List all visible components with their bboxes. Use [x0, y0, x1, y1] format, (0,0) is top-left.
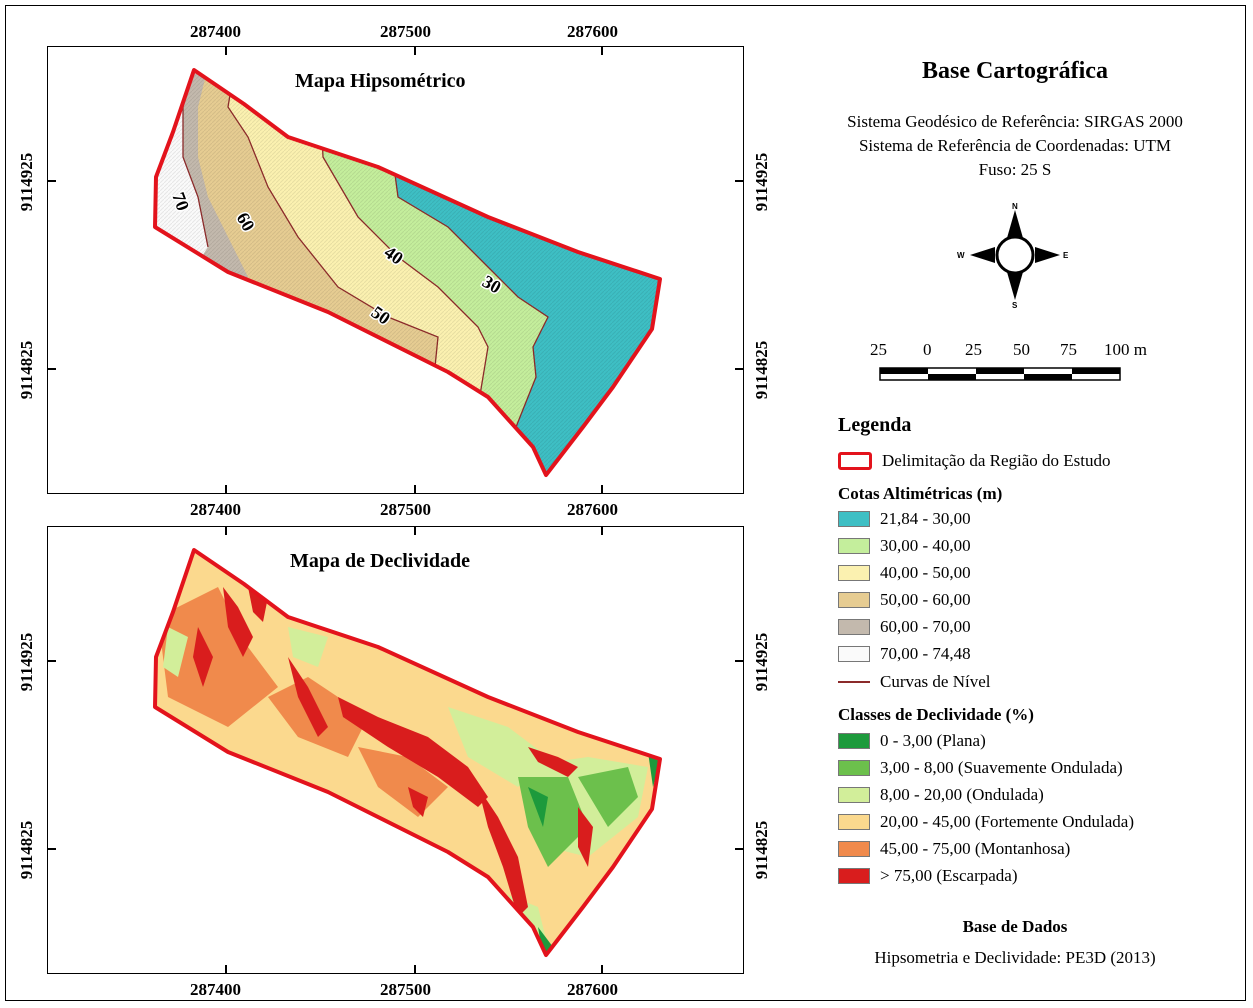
database-text: Hipsometria e Declividade: PE3D (2013)	[874, 948, 1156, 967]
top-xtick-bottom-3: 287600	[567, 500, 618, 519]
top-xtick-top-1: 287400	[190, 22, 241, 41]
contour-line-swatch	[838, 681, 870, 683]
top-xtick-bottom-1: 287400	[190, 500, 241, 519]
scale-label-0: 25	[870, 340, 887, 359]
cotas-item: 50,00 - 60,00	[838, 589, 971, 611]
bottom-xtick-1: 287400	[190, 980, 241, 999]
bottom-ytick-left-2: 9114825	[17, 820, 36, 880]
decl-item: 8,00 - 20,00 (Ondulada)	[838, 784, 1044, 806]
top-xtick-top-3: 287600	[567, 22, 618, 41]
decl-item: 3,00 - 8,00 (Suavemente Ondulada)	[838, 757, 1123, 779]
boundary-label: Delimitação da Região do Estudo	[882, 451, 1111, 470]
cotas-item: 30,00 - 40,00	[838, 535, 971, 557]
top-xtick-top-2: 287500	[380, 22, 431, 41]
decl-swatch	[838, 787, 870, 803]
compass-s: S	[1012, 301, 1018, 310]
cotas-swatch	[838, 619, 870, 635]
decl-title: Classes de Declividade (%)	[838, 705, 1034, 724]
bottom-xtick-2: 287500	[380, 980, 431, 999]
hypsometric-map-frame: 70 60 50 40 30	[47, 46, 744, 494]
cotas-swatch	[838, 511, 870, 527]
decl-swatch	[838, 733, 870, 749]
scale-label-2: 25	[965, 340, 982, 359]
bottom-ytick-right-2: 9114825	[752, 820, 771, 880]
bottom-xtick-3: 287600	[567, 980, 618, 999]
panel-title: Base Cartográfica	[922, 58, 1108, 84]
database-title: Base de Dados	[962, 917, 1068, 936]
decl-item: > 75,00 (Escarpada)	[838, 865, 1018, 887]
scale-label-5: 100 m	[1104, 340, 1147, 359]
decl-label: 20,00 - 45,00 (Fortemente Ondulada)	[880, 812, 1134, 831]
top-ytick-right-1: 9114925	[752, 152, 771, 212]
hypsometric-map: 70 60 50 40 30	[48, 47, 743, 493]
panel-crs-line2: Sistema de Referência de Coordenadas: UT…	[858, 136, 1172, 155]
cotas-swatch	[838, 646, 870, 662]
bottom-ytick-right-1: 9114925	[752, 632, 771, 692]
scale-label-1: 0	[923, 340, 932, 359]
decl-label: 0 - 3,00 (Plana)	[880, 731, 986, 750]
bottom-ytick-left-1: 9114925	[17, 632, 36, 692]
legend-contour: Curvas de Nível	[838, 671, 990, 693]
cotas-swatch	[838, 565, 870, 581]
top-ytick-right-2: 9114825	[752, 340, 771, 400]
decl-swatch	[838, 841, 870, 857]
legend-boundary: Delimitação da Região do Estudo	[838, 450, 1111, 472]
cotas-label: 30,00 - 40,00	[880, 536, 971, 555]
top-ytick-left-1: 9114925	[17, 152, 36, 212]
cotas-label: 40,00 - 50,00	[880, 563, 971, 582]
decl-item: 45,00 - 75,00 (Montanhosa)	[838, 838, 1070, 860]
top-xtick-bottom-2: 287500	[380, 500, 431, 519]
scale-bar	[879, 367, 1121, 381]
figure-border	[5, 5, 1246, 1001]
hypsometric-map-title: Mapa Hipsométrico	[295, 70, 466, 92]
cotas-label: 60,00 - 70,00	[880, 617, 971, 636]
cotas-item: 70,00 - 74,48	[838, 643, 971, 665]
decl-label: 45,00 - 75,00 (Montanhosa)	[880, 839, 1071, 858]
cotas-item: 40,00 - 50,00	[838, 562, 971, 584]
panel-crs-line1: Sistema Geodésico de Referência: SIRGAS …	[847, 112, 1183, 131]
top-ytick-left-2: 9114825	[17, 340, 36, 400]
decl-swatch	[838, 868, 870, 884]
compass-n: N	[1012, 202, 1018, 211]
decl-label: > 75,00 (Escarpada)	[880, 866, 1018, 885]
cotas-item: 21,84 - 30,00	[838, 508, 971, 530]
decl-swatch	[838, 760, 870, 776]
cotas-title: Cotas Altimétricas (m)	[838, 484, 1003, 503]
compass-w: W	[957, 251, 965, 260]
slope-map	[48, 527, 743, 973]
panel-crs-line3: Fuso: 25 S	[978, 160, 1052, 179]
scale-label-3: 50	[1013, 340, 1030, 359]
cotas-swatch	[838, 592, 870, 608]
decl-item: 0 - 3,00 (Plana)	[838, 730, 986, 752]
cotas-label: 21,84 - 30,00	[880, 509, 971, 528]
slope-map-frame	[47, 526, 744, 974]
compass-rose-icon: N S W E	[957, 202, 1069, 310]
decl-item: 20,00 - 45,00 (Fortemente Ondulada)	[838, 811, 1134, 833]
cotas-label: 70,00 - 74,48	[880, 644, 971, 663]
legend-title: Legenda	[838, 414, 912, 436]
cotas-swatch	[838, 538, 870, 554]
boundary-swatch	[838, 452, 872, 470]
decl-swatch	[838, 814, 870, 830]
decl-label: 3,00 - 8,00 (Suavemente Ondulada)	[880, 758, 1123, 777]
compass-e: E	[1063, 251, 1069, 260]
contour-label: Curvas de Nível	[880, 672, 991, 691]
decl-label: 8,00 - 20,00 (Ondulada)	[880, 785, 1044, 804]
scale-label-4: 75	[1060, 340, 1077, 359]
slope-map-title: Mapa de Declividade	[290, 550, 470, 572]
cotas-label: 50,00 - 60,00	[880, 590, 971, 609]
cotas-item: 60,00 - 70,00	[838, 616, 971, 638]
